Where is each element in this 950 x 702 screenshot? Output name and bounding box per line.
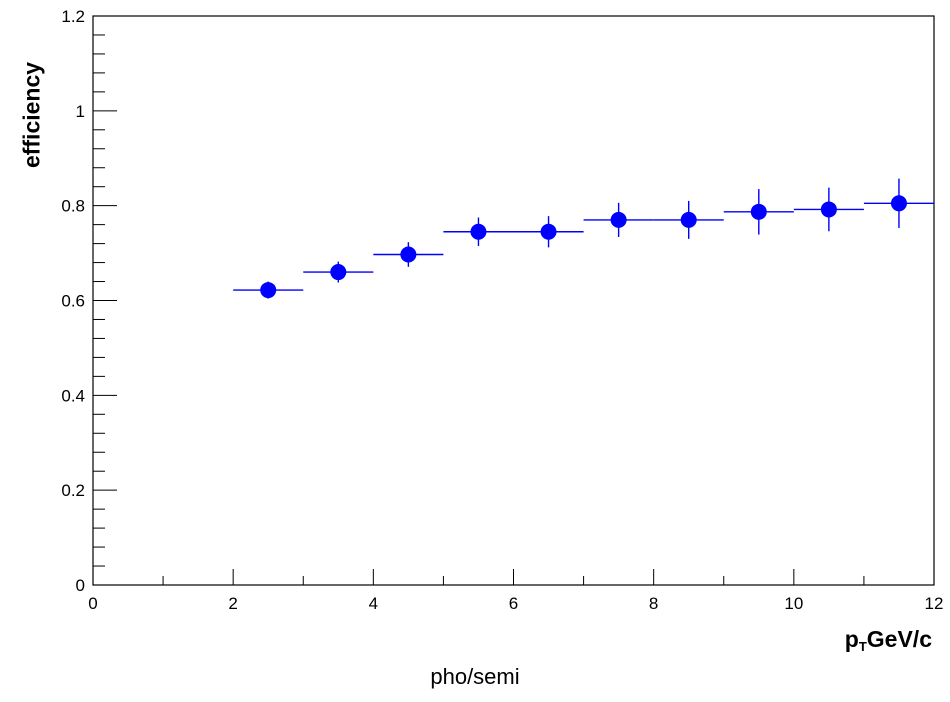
plot-frame (92, 15, 935, 586)
y-tick-label: 1.2 (61, 7, 85, 26)
point-marker (750, 203, 767, 220)
x-axis-title: pTGeV/c (845, 626, 932, 654)
point-marker (330, 264, 347, 281)
y-tick-label: 0.4 (61, 386, 85, 405)
data-point (303, 261, 374, 283)
y-tick-label: 1 (76, 102, 85, 121)
data-point (373, 242, 444, 267)
y-tick-label: 0.2 (61, 481, 85, 500)
point-marker (820, 201, 837, 218)
chart-caption: pho/semi (430, 664, 520, 689)
x-axis-title-unit: GeV/c (866, 626, 932, 652)
data-points (233, 178, 934, 299)
y-axis-title: efficiency (18, 61, 45, 169)
data-point (583, 202, 654, 237)
data-point (233, 281, 304, 299)
point-marker (470, 223, 487, 240)
point-marker (610, 211, 627, 228)
data-point (653, 200, 724, 239)
point-marker (400, 246, 417, 263)
x-tick-label: 2 (228, 594, 237, 613)
x-tick-label: 10 (784, 594, 803, 613)
data-point (863, 178, 934, 228)
data-point (513, 216, 584, 248)
point-marker (890, 195, 907, 212)
x-tick-label: 12 (925, 594, 944, 613)
y-tick-label: 0.8 (61, 197, 85, 216)
point-marker (680, 211, 697, 228)
x-axis-title-subscript: T (858, 639, 867, 654)
data-point (443, 217, 514, 246)
data-point (793, 187, 864, 232)
x-axis-title-main: p (844, 626, 859, 652)
x-tick-label: 8 (649, 594, 658, 613)
x-tick-label: 0 (88, 594, 97, 613)
x-tick-label: 6 (509, 594, 518, 613)
point-marker (540, 223, 557, 240)
point-marker (260, 282, 277, 299)
axis-tick-labels: 0 2 4 6 8 10 12 0 0.2 0.4 0.6 0.8 1 1.2 (61, 7, 943, 613)
x-tick-label: 4 (369, 594, 378, 613)
axis-ticks (92, 15, 935, 586)
y-tick-label: 0.6 (61, 292, 85, 311)
y-tick-label: 0 (76, 576, 85, 595)
data-point (723, 189, 794, 235)
